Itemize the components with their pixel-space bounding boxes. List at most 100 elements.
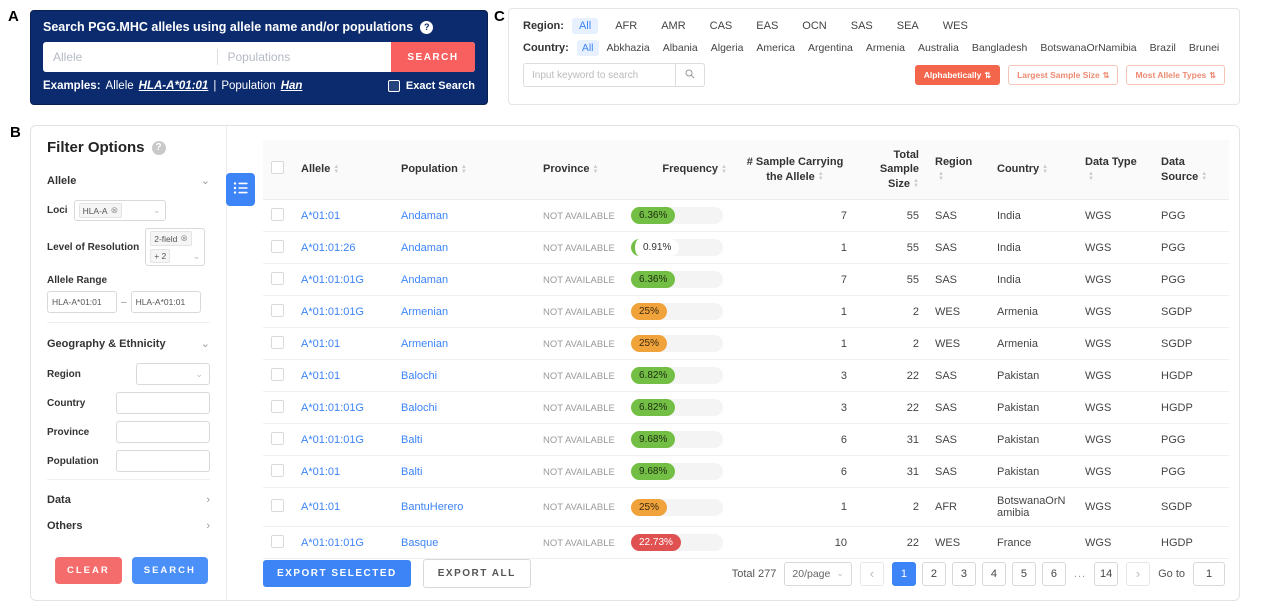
allele-section-header[interactable]: Allele ⌄ <box>47 166 210 193</box>
region-option-wes[interactable]: WES <box>942 20 968 32</box>
page-size-select[interactable]: 20/page ⌄ <box>784 561 852 586</box>
population-link[interactable]: Balochi <box>401 369 438 382</box>
allele-link[interactable]: A*01:01 <box>301 209 341 222</box>
column-header-province[interactable]: Province ▲ ▼ <box>535 140 623 201</box>
geography-section-header[interactable]: Geography & Ethnicity ⌄ <box>47 329 210 356</box>
column-header-data-source[interactable]: Data Source ▲ ▼ <box>1153 140 1229 201</box>
country-option-abkhazia[interactable]: Abkhazia <box>606 42 650 54</box>
population-link[interactable]: Balti <box>401 433 423 446</box>
page-button-1[interactable]: 1 <box>891 561 916 586</box>
region-option-sea[interactable]: SEA <box>896 20 919 32</box>
column-header-country[interactable]: Country ▲ ▼ <box>989 140 1077 201</box>
region-option-afr[interactable]: AFR <box>615 20 638 32</box>
exact-search-checkbox[interactable] <box>387 80 400 92</box>
filter-help-icon[interactable]: ? <box>151 140 166 155</box>
column-header-sample-carrying-the-allele[interactable]: # Sample Carrying the Allele ▲ ▼ <box>735 140 855 201</box>
region-filter-select[interactable]: ⌄ <box>136 363 210 385</box>
region-option-sas[interactable]: SAS <box>850 20 873 32</box>
country-option-armenia[interactable]: Armenia <box>865 42 905 54</box>
row-checkbox[interactable] <box>271 534 284 548</box>
allele-link[interactable]: A*01:01:01G <box>301 401 364 414</box>
example-population-link[interactable]: Han <box>280 80 303 92</box>
allele-link[interactable]: A*01:01:01G <box>301 305 364 318</box>
allele-link[interactable]: A*01:01:01G <box>301 273 364 286</box>
region-option-eas[interactable]: EAS <box>756 20 779 32</box>
allele-range-from-input[interactable] <box>47 291 117 313</box>
sort-alphabetically-button[interactable]: Alphabetically ⇅ <box>914 65 1001 85</box>
country-option-bangladesh[interactable]: Bangladesh <box>971 42 1028 54</box>
row-checkbox[interactable] <box>271 463 284 477</box>
row-checkbox[interactable] <box>271 399 284 413</box>
country-filter-input[interactable] <box>116 392 210 414</box>
loci-select[interactable]: HLA-A ⊗ ⌄ <box>73 200 166 221</box>
region-option-amr[interactable]: AMR <box>661 20 686 32</box>
filter-search-button[interactable]: SEARCH <box>131 557 208 584</box>
sort-carets-icon[interactable]: ▲ ▼ <box>333 163 340 175</box>
sort-carets-icon[interactable]: ▲ ▼ <box>721 163 727 175</box>
allele-input[interactable] <box>43 50 217 64</box>
country-option-argentina[interactable]: Argentina <box>807 42 853 54</box>
column-header-population[interactable]: Population ▲ ▼ <box>393 140 535 201</box>
data-section-header[interactable]: Data › <box>47 486 210 512</box>
allele-link[interactable]: A*01:01 <box>301 337 341 350</box>
resolution-select[interactable]: 2-field ⊗ + 2 ⌄ <box>145 228 206 266</box>
region-option-ocn[interactable]: OCN <box>802 20 827 32</box>
country-option-brunei[interactable]: Brunei <box>1188 42 1220 54</box>
country-option-botswanaornamibia[interactable]: BotswanaOrNamibia <box>1040 42 1137 54</box>
sort-carets-icon[interactable]: ▲ ▼ <box>460 163 467 175</box>
allele-link[interactable]: A*01:01:26 <box>301 241 356 254</box>
population-link[interactable]: Andaman <box>401 241 449 254</box>
allele-link[interactable]: A*01:01 <box>301 501 341 514</box>
select-all-checkbox[interactable] <box>271 160 284 174</box>
help-icon[interactable]: ? <box>420 20 434 34</box>
next-page-button[interactable]: › <box>1126 561 1151 586</box>
sort-carets-icon[interactable]: ▲ ▼ <box>1088 170 1094 182</box>
row-checkbox[interactable] <box>271 499 284 513</box>
prev-page-button[interactable]: ‹ <box>859 561 884 586</box>
populations-input[interactable] <box>217 50 391 64</box>
row-checkbox[interactable] <box>271 239 284 253</box>
allele-link[interactable]: A*01:01 <box>301 465 341 478</box>
goto-page-input[interactable] <box>1193 561 1225 586</box>
page-button-6[interactable]: 6 <box>1041 561 1066 586</box>
column-header-frequency[interactable]: Frequency ▲ ▼ <box>623 140 735 201</box>
allele-link[interactable]: A*01:01:01G <box>301 433 364 446</box>
export-all-button[interactable]: EXPORT ALL <box>422 559 531 588</box>
population-link[interactable]: Andaman <box>401 209 449 222</box>
province-filter-input[interactable] <box>116 421 210 443</box>
allele-link[interactable]: A*01:01 <box>301 369 341 382</box>
region-option-cas[interactable]: CAS <box>709 20 733 32</box>
keyword-search-input[interactable] <box>523 63 675 87</box>
others-section-header[interactable]: Others › <box>47 512 210 538</box>
column-header-total-sample-size[interactable]: Total Sample Size ▲ ▼ <box>855 140 927 201</box>
sort-carets-icon[interactable]: ▲ ▼ <box>817 170 824 182</box>
sort-carets-icon[interactable]: ▲ ▼ <box>938 170 944 182</box>
sort-carets-icon[interactable]: ▲ ▼ <box>1201 170 1208 182</box>
tag-close-icon[interactable]: ⊗ <box>110 205 119 215</box>
page-button-4[interactable]: 4 <box>981 561 1006 586</box>
sort-largest-sample-size-button[interactable]: Largest Sample Size ⇅ <box>1008 65 1119 85</box>
country-option-algeria[interactable]: Algeria <box>710 42 744 54</box>
row-checkbox[interactable] <box>271 431 284 445</box>
country-option-albania[interactable]: Albania <box>662 42 698 54</box>
region-option-all[interactable]: All <box>571 18 599 34</box>
column-header-data-type[interactable]: Data Type ▲ ▼ <box>1077 140 1153 201</box>
population-link[interactable]: Armenian <box>401 305 449 318</box>
sort-most-allele-types-button[interactable]: Most Allele Types ⇅ <box>1126 65 1225 85</box>
country-option-brazil[interactable]: Brazil <box>1149 42 1176 54</box>
population-filter-input[interactable] <box>116 450 210 472</box>
export-selected-button[interactable]: EXPORT SELECTED <box>263 560 411 587</box>
sort-carets-icon[interactable]: ▲ ▼ <box>1042 163 1049 175</box>
country-option-all[interactable]: All <box>576 40 599 56</box>
page-button-5[interactable]: 5 <box>1011 561 1036 586</box>
page-button-2[interactable]: 2 <box>921 561 946 586</box>
search-button[interactable]: SEARCH <box>391 42 475 72</box>
allele-link[interactable]: A*01:01:01G <box>301 536 364 549</box>
sort-carets-icon[interactable]: ▲ ▼ <box>913 177 919 189</box>
sort-carets-icon[interactable]: ▲ ▼ <box>592 163 599 175</box>
population-link[interactable]: BantuHerero <box>401 501 464 514</box>
population-link[interactable]: Basque <box>401 536 439 549</box>
column-header-region[interactable]: Region ▲ ▼ <box>927 140 989 201</box>
clear-button[interactable]: CLEAR <box>55 557 122 584</box>
row-checkbox[interactable] <box>271 303 284 317</box>
